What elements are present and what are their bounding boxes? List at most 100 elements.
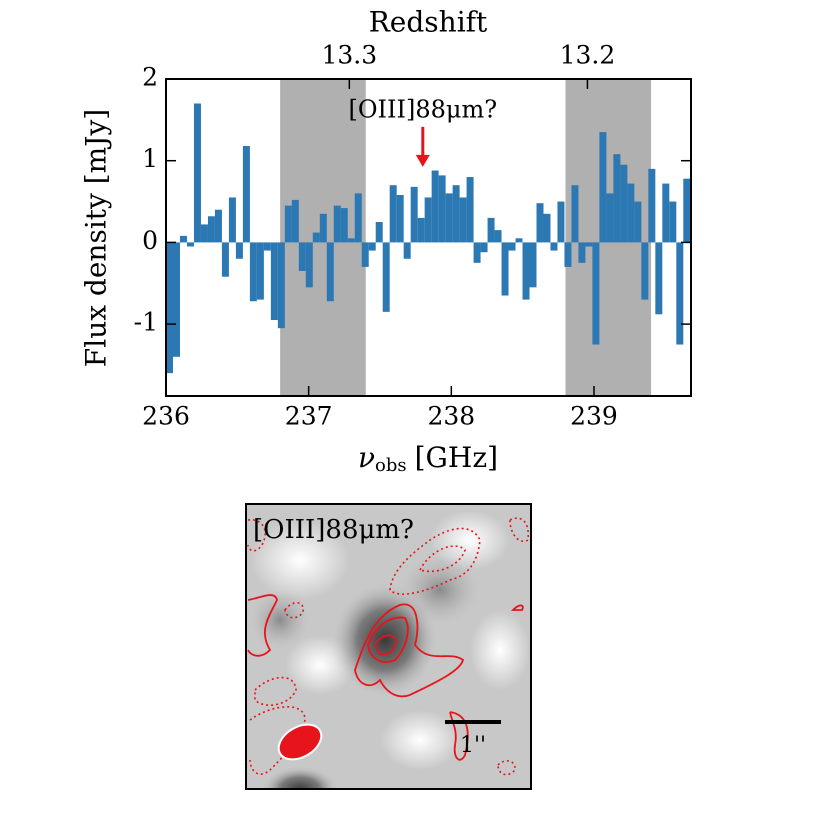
bar <box>326 242 334 302</box>
bar <box>634 201 642 243</box>
negative-contours <box>247 517 530 776</box>
bar <box>543 213 551 243</box>
bar <box>613 154 621 243</box>
bar <box>627 183 635 243</box>
bar <box>515 238 523 243</box>
bar <box>389 185 397 243</box>
bar <box>375 221 383 243</box>
bar <box>557 201 565 243</box>
annotation-text: [OIII]88μm? <box>348 95 497 123</box>
bar <box>193 103 201 243</box>
blob <box>380 710 460 770</box>
bar <box>319 213 327 243</box>
plot-frame <box>165 78 692 397</box>
bar <box>641 242 649 300</box>
bar <box>382 242 390 312</box>
bar <box>662 183 670 243</box>
blob <box>250 590 310 650</box>
bar <box>228 197 236 243</box>
bar <box>221 242 229 277</box>
blob <box>430 510 510 570</box>
bar <box>459 197 467 243</box>
image-frame <box>245 503 532 790</box>
bar <box>445 193 453 243</box>
image <box>246 504 531 789</box>
bar <box>676 242 684 345</box>
bar <box>403 242 411 259</box>
bar <box>487 217 495 243</box>
bar <box>438 175 446 243</box>
blob <box>470 610 530 690</box>
x2-tick-label: 13.2 <box>560 41 616 70</box>
bar <box>431 170 439 243</box>
bar <box>354 193 362 243</box>
bar <box>396 195 404 243</box>
blob <box>250 520 350 600</box>
bar <box>466 177 474 243</box>
bar <box>606 193 614 243</box>
bar <box>599 132 607 243</box>
source-blob <box>330 580 440 700</box>
bar <box>263 242 271 251</box>
bar <box>620 164 628 243</box>
x-tick-label: 238 <box>427 402 475 431</box>
bar <box>473 242 481 263</box>
bar <box>550 242 558 251</box>
bar <box>669 201 677 243</box>
bar <box>172 242 180 357</box>
image-panel: [OIII]88μm? 1'' <box>245 503 532 790</box>
bar <box>186 242 194 247</box>
plot-area: -1 0 1 2 236 237 238 239 13.3 13.2 [OIII]88μm? <box>134 41 692 431</box>
bar <box>683 178 691 243</box>
bar <box>242 145 250 243</box>
y-axis-label: Flux density [mJy] <box>80 109 113 367</box>
bar <box>312 232 320 243</box>
x-label-unit: [GHz] <box>415 441 498 474</box>
bar <box>256 242 264 300</box>
bar <box>291 199 299 243</box>
bar <box>235 242 243 259</box>
bar <box>585 242 593 247</box>
y-tick-label: 2 <box>142 63 158 92</box>
bar <box>522 242 530 300</box>
bar <box>452 185 460 243</box>
bar <box>508 242 516 251</box>
x2-axis-label: Redshift <box>369 6 488 39</box>
bar <box>270 242 278 321</box>
bar <box>207 216 215 243</box>
bar <box>361 242 369 267</box>
bar <box>368 242 376 251</box>
bar <box>529 242 537 288</box>
bar <box>424 197 432 243</box>
bar <box>200 224 208 243</box>
bar <box>417 217 425 243</box>
bar <box>480 242 488 253</box>
x-label-symbol: ν <box>358 441 375 474</box>
x-axis-label: νobs [GHz] <box>358 441 498 477</box>
image-label: [OIII]88μm? <box>253 515 414 545</box>
x-label-subscript: obs <box>375 455 407 476</box>
bar <box>277 242 285 329</box>
annotation-arrowhead <box>415 154 430 167</box>
bar <box>648 168 656 243</box>
y-tick-label: 0 <box>142 226 158 255</box>
blob <box>260 765 340 789</box>
scale-bar-label: 1'' <box>460 733 486 758</box>
bar <box>578 242 586 263</box>
bar <box>214 209 222 243</box>
bar <box>249 242 257 302</box>
bar <box>347 238 355 243</box>
bar <box>592 242 600 345</box>
bar <box>284 205 292 243</box>
bar <box>305 242 313 288</box>
x-tick-label: 237 <box>285 402 333 431</box>
x2-tick-label: 13.3 <box>321 41 377 70</box>
bar <box>333 205 341 243</box>
bar <box>179 235 187 243</box>
bar <box>571 185 579 243</box>
x-tick-label: 236 <box>142 402 190 431</box>
bar <box>494 230 502 243</box>
bar <box>564 242 572 267</box>
bar <box>298 242 306 271</box>
y-tick-label: -1 <box>134 308 158 337</box>
